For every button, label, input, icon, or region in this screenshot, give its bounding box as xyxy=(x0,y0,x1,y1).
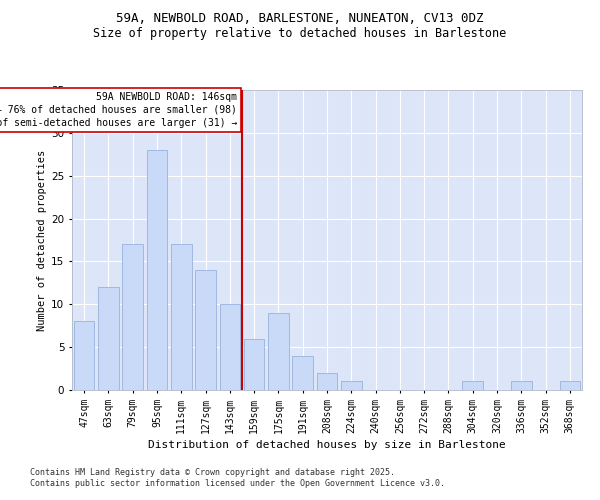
Bar xyxy=(317,373,337,390)
Bar xyxy=(292,356,313,390)
Text: Contains HM Land Registry data © Crown copyright and database right 2025.
Contai: Contains HM Land Registry data © Crown c… xyxy=(30,468,445,487)
Text: Size of property relative to detached houses in Barlestone: Size of property relative to detached ho… xyxy=(94,28,506,40)
Bar xyxy=(463,382,483,390)
Text: 59A NEWBOLD ROAD: 146sqm
← 76% of detached houses are smaller (98)
24% of semi-d: 59A NEWBOLD ROAD: 146sqm ← 76% of detach… xyxy=(0,92,237,128)
X-axis label: Distribution of detached houses by size in Barlestone: Distribution of detached houses by size … xyxy=(148,440,506,450)
Bar xyxy=(560,382,580,390)
Bar xyxy=(511,382,532,390)
Bar xyxy=(74,322,94,390)
Bar xyxy=(268,313,289,390)
Bar xyxy=(244,338,265,390)
Bar xyxy=(220,304,240,390)
Text: 59A, NEWBOLD ROAD, BARLESTONE, NUNEATON, CV13 0DZ: 59A, NEWBOLD ROAD, BARLESTONE, NUNEATON,… xyxy=(116,12,484,26)
Bar xyxy=(171,244,191,390)
Bar xyxy=(122,244,143,390)
Bar xyxy=(195,270,216,390)
Y-axis label: Number of detached properties: Number of detached properties xyxy=(37,150,47,330)
Bar xyxy=(341,382,362,390)
Bar xyxy=(98,287,119,390)
Bar xyxy=(146,150,167,390)
